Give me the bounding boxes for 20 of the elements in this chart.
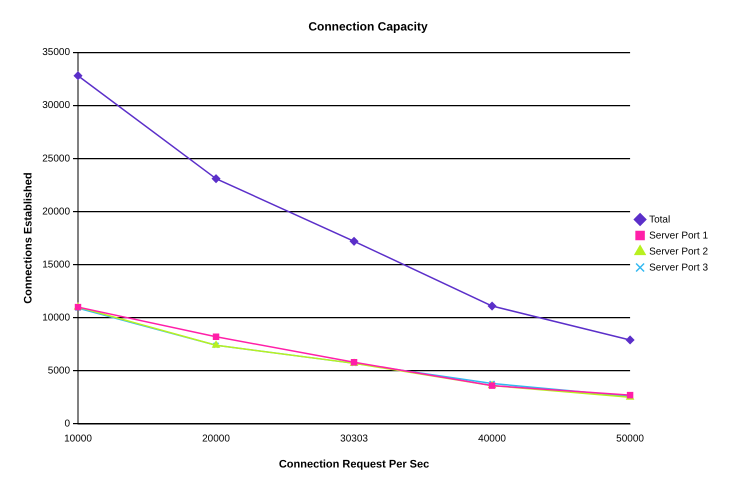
y-tick-label: 20000 [42,206,70,218]
y-tick-label: 15000 [42,259,70,270]
y-tick-label: 0 [64,418,70,430]
x-tick-label: 40000 [478,434,506,445]
legend-label: Total [649,214,670,226]
chart-title: Connection Capacity [308,20,428,34]
y-tick-label: 30000 [42,100,70,112]
x-axis-title: Connection Request Per Sec [278,458,430,470]
y-axis-title: Connections Established [22,172,35,304]
y-tick-label: 25000 [42,153,70,164]
legend-label: Server Port 2 [649,246,708,258]
x-tick-label: 30303 [340,434,368,445]
legend-label: Server Port 1 [649,230,708,242]
y-tick-label: 35000 [42,47,70,58]
x-tick-label: 50000 [616,434,644,445]
y-tick-label: 5000 [48,365,70,376]
y-tick-label: 10000 [42,312,70,324]
x-tick-label: 20000 [202,434,230,445]
legend-label: Server Port 3 [649,262,708,274]
x-tick-label: 10000 [64,434,92,445]
